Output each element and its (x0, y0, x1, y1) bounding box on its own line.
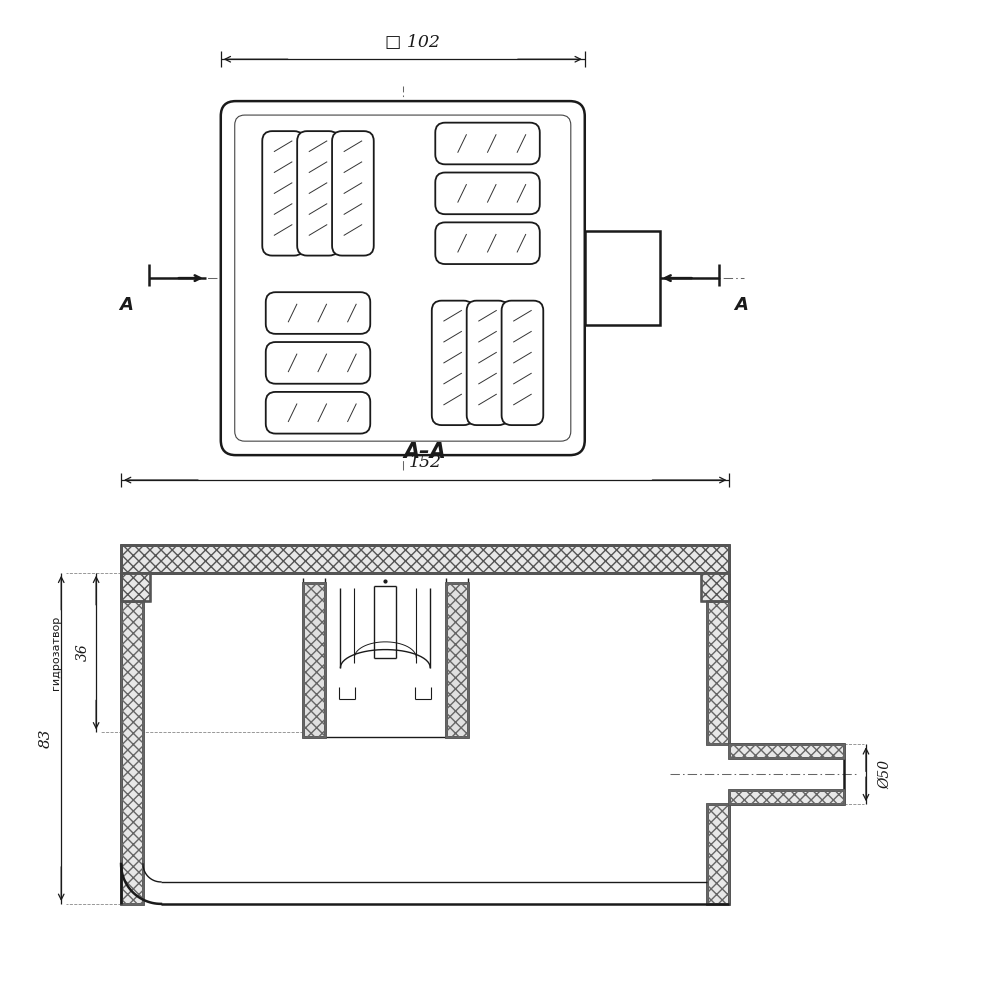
Bar (707, 804, 729, 904)
Text: □ 102: □ 102 (385, 34, 440, 51)
FancyBboxPatch shape (266, 342, 370, 384)
Bar (121, 601, 143, 904)
Bar (121, 573, 150, 601)
Bar (121, 545, 729, 573)
Text: гидрозатвор: гидрозатвор (51, 615, 61, 690)
Text: 83: 83 (39, 729, 53, 748)
Text: 36: 36 (76, 644, 90, 661)
Text: А: А (119, 296, 133, 314)
Bar (303, 583, 325, 737)
Text: A–A: A–A (404, 442, 447, 462)
Bar (585, 231, 660, 325)
Bar (729, 790, 844, 804)
FancyBboxPatch shape (262, 131, 304, 256)
Bar (121, 545, 729, 573)
FancyBboxPatch shape (435, 123, 540, 164)
FancyBboxPatch shape (432, 301, 473, 425)
Bar (303, 583, 325, 737)
FancyBboxPatch shape (467, 301, 508, 425)
Bar (121, 573, 150, 601)
FancyBboxPatch shape (502, 301, 543, 425)
Bar (707, 601, 729, 744)
Bar (707, 601, 729, 744)
Bar (446, 583, 468, 737)
FancyBboxPatch shape (332, 131, 374, 256)
FancyBboxPatch shape (435, 222, 540, 264)
FancyBboxPatch shape (266, 292, 370, 334)
FancyBboxPatch shape (435, 173, 540, 214)
Bar (729, 744, 844, 758)
Text: 152: 152 (409, 454, 442, 471)
Bar (446, 583, 468, 737)
FancyBboxPatch shape (221, 101, 585, 455)
Bar (701, 573, 729, 601)
FancyBboxPatch shape (297, 131, 339, 256)
FancyBboxPatch shape (235, 115, 571, 441)
Bar (701, 573, 729, 601)
Bar (729, 744, 844, 758)
Bar (121, 601, 143, 904)
Bar (707, 804, 729, 904)
FancyBboxPatch shape (266, 392, 370, 434)
Text: Ø50: Ø50 (878, 760, 892, 789)
Text: А: А (734, 296, 748, 314)
Bar (729, 790, 844, 804)
